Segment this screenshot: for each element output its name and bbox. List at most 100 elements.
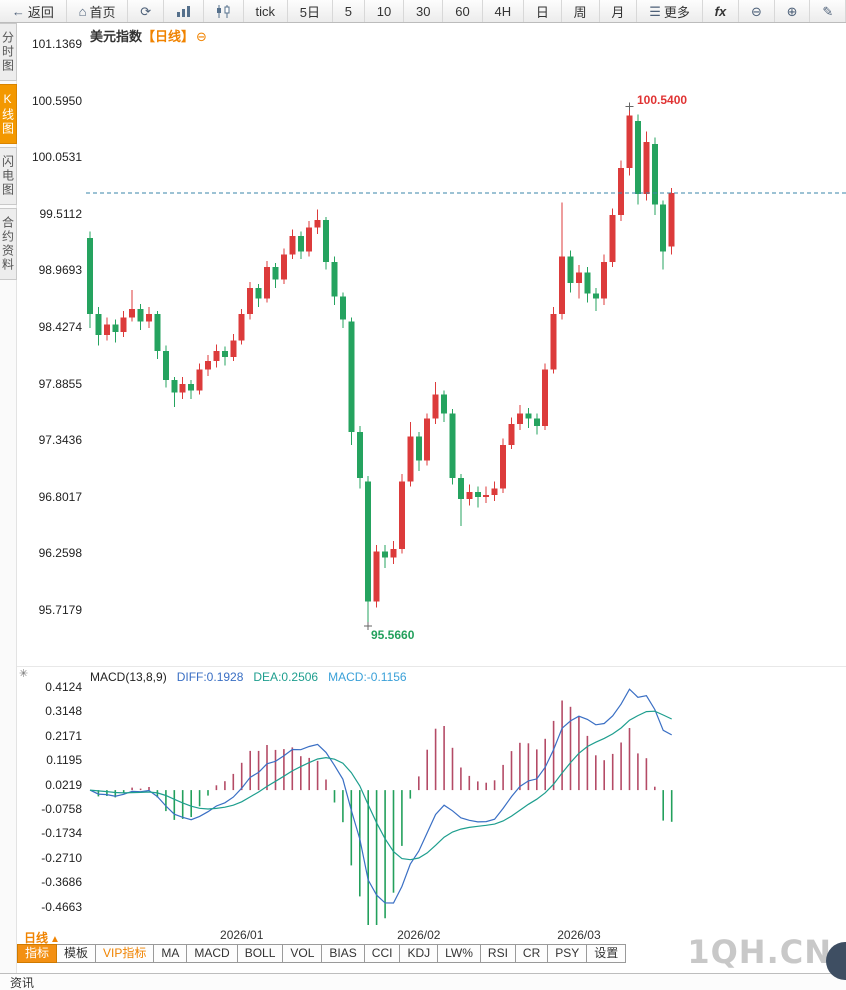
toolbar-zoom-out[interactable]: ⊖ — [739, 0, 775, 22]
bar-chart-icon — [176, 5, 191, 18]
toolbar-label: fx — [714, 3, 727, 19]
macd-y-label: 0.1195 — [46, 753, 82, 768]
toolbar-candle-chart-view[interactable] — [204, 0, 244, 22]
sidebar-tab-kline-chart[interactable]: K线图 — [0, 84, 17, 144]
macd-macd-value: MACD:-0.1156 — [328, 670, 407, 684]
sidebar-tab-lightning-chart[interactable]: 闪电图 — [0, 147, 17, 205]
sidebar-tab-time-chart[interactable]: 分时图 — [0, 23, 17, 81]
pane-collapse-icon[interactable]: ⊖ — [196, 29, 207, 44]
period-indicator[interactable]: 日线 ▲ — [24, 929, 60, 946]
toolbar-home[interactable]: ⌂ 首页 — [67, 0, 129, 22]
price-y-label: 98.4274 — [38, 320, 82, 334]
toolbar-4h[interactable]: 4H — [483, 0, 524, 22]
macd-chart[interactable] — [86, 687, 846, 925]
panel-collapse-handle[interactable] — [826, 942, 846, 980]
toolbar-30[interactable]: 30 — [404, 0, 444, 22]
toolbar-label: 10 — [376, 3, 392, 19]
price-y-label: 101.1369 — [31, 37, 82, 51]
bottom-bar: 资讯 — [0, 973, 846, 990]
tab-lwr[interactable]: LW% — [437, 944, 481, 963]
toolbar-label: 更多 — [663, 4, 690, 20]
x-axis-label: 2026/03 — [557, 928, 601, 942]
price-y-label: 97.3436 — [38, 433, 82, 448]
price-y-label: 100.0531 — [31, 150, 82, 165]
toolbar-5[interactable]: 5 — [333, 0, 365, 22]
low-price-label: 95.5660 — [371, 628, 415, 642]
toolbar-week[interactable]: 周 — [562, 0, 600, 22]
macd-y-label: 0.3148 — [45, 704, 82, 719]
tab-bias[interactable]: BIAS — [321, 944, 365, 963]
macd-diff-value: DIFF:0.1928 — [176, 670, 244, 684]
toolbar-tick[interactable]: tick — [244, 0, 288, 22]
news-tab[interactable]: 资讯 — [10, 975, 35, 990]
tab-rsi[interactable]: RSI — [479, 944, 516, 963]
macd-y-axis: 0.4124 0.3148 0.2171 0.1195 0.0219 -0.0758 -0.… — [18, 0, 82, 990]
toolbar-bar-chart-view[interactable] — [164, 0, 204, 22]
toolbar-label: 60 — [455, 3, 470, 19]
macd-y-label: 0.4124 — [45, 680, 82, 694]
tab-settings[interactable]: 设置 — [586, 944, 627, 963]
toolbar-back[interactable]: ← 返回 — [0, 0, 67, 22]
price-y-label: 98.9693 — [38, 263, 82, 278]
watermark: 1QH.CN — [687, 933, 832, 971]
chart-type-sidebar: 分时图 K线图闪电图合约资料 — [0, 23, 17, 973]
toolbar-refresh[interactable]: ⟳ — [128, 0, 165, 22]
tab-boll[interactable]: BOLL — [236, 944, 284, 963]
tab-indicators[interactable]: 指标 — [17, 944, 58, 963]
toolbar-label: 返回 — [27, 4, 54, 20]
zoom-in-icon: ⊕ — [786, 3, 798, 19]
tab-cci[interactable]: CCI — [363, 944, 401, 963]
price-y-label: 96.8017 — [38, 489, 82, 504]
macd-y-label: -0.1734 — [41, 826, 82, 841]
pane-divider — [17, 666, 846, 667]
indicator-settings-icon[interactable]: ✳ — [19, 668, 29, 680]
toolbar-label: tick — [255, 3, 276, 19]
triangle-up-icon: ▲ — [50, 934, 60, 945]
home-icon: ⌂ — [78, 3, 87, 19]
toolbar-month[interactable]: 月 — [600, 0, 638, 22]
toolbar-label: 5 — [344, 3, 352, 19]
toolbar-more[interactable]: ☰ 更多 — [637, 0, 703, 22]
toolbar-zoom-in[interactable]: ⊕ — [775, 0, 811, 22]
chart-title: 美元指数【日线】 ⊖ — [90, 26, 207, 45]
period-tag: 【日线】 — [142, 29, 195, 44]
macd-y-label: -0.4663 — [41, 899, 82, 914]
price-y-label: 100.5950 — [31, 93, 82, 108]
candle-chart-icon — [216, 4, 231, 18]
macd-y-label: -0.0758 — [41, 802, 82, 817]
macd-title: MACD(13,8,9) — [90, 670, 167, 684]
tab-templates[interactable]: 模板 — [56, 944, 97, 963]
toolbar-60[interactable]: 60 — [443, 0, 483, 22]
macd-y-label: -0.3686 — [41, 875, 82, 890]
macd-dea-value: DEA:0.2506 — [253, 670, 319, 684]
toolbar-10[interactable]: 10 — [365, 0, 405, 22]
high-price-label: 100.5400 — [637, 93, 688, 107]
toolbar-5d[interactable]: 5日 — [288, 0, 333, 22]
tab-vol[interactable]: VOL — [282, 944, 323, 963]
toolbar-day[interactable]: 日 — [524, 0, 562, 22]
macd-header: MACD(13,8,9) DIFF:0.1928 DEA:0.2506 MACD:-0… — [90, 670, 417, 684]
refresh-icon: ⟳ — [140, 3, 152, 19]
arrow-left-icon: ← — [11, 3, 25, 19]
toolbar-draw[interactable]: ✎ — [810, 0, 846, 22]
price-y-label: 95.7179 — [38, 603, 82, 617]
toolbar-label: 月 — [611, 4, 625, 20]
tab-kdj[interactable]: KDJ — [399, 944, 439, 963]
tab-macd[interactable]: MACD — [186, 944, 238, 963]
price-candlestick-chart[interactable] — [86, 44, 846, 632]
tab-vip-indicators[interactable]: VIP指标 — [95, 944, 155, 963]
tab-cr[interactable]: CR — [514, 944, 549, 963]
tab-ma[interactable]: MA — [153, 944, 188, 963]
price-y-axis: 101.1369 100.5950 100.0531 99.5112 98.9693 98… — [18, 0, 82, 990]
indicator-tab-bar: 指标 模板 VIP指标 MA MACD BOLL VOL BIAS CCI KDJ LW% RSI CR… — [17, 944, 627, 963]
toolbar-label: 30 — [416, 3, 431, 19]
toolbar: ← 返回 ⌂ 首页 ⟳ tick 5日 5 10 30 60 4H 日周月 ☰ 更多 fx ⊖ ⊕ ✎ — [0, 0, 846, 23]
menu-icon: ☰ — [649, 3, 661, 19]
macd-y-label: -0.2710 — [41, 850, 82, 865]
price-y-label: 99.5112 — [39, 206, 83, 221]
sidebar-tab-contract-info[interactable]: 合约资料 — [0, 208, 17, 280]
toolbar-label: 周 — [573, 4, 587, 20]
tab-psy[interactable]: PSY — [547, 944, 588, 963]
x-axis-label: 2026/02 — [397, 928, 441, 942]
toolbar-fx[interactable]: fx — [703, 0, 740, 22]
